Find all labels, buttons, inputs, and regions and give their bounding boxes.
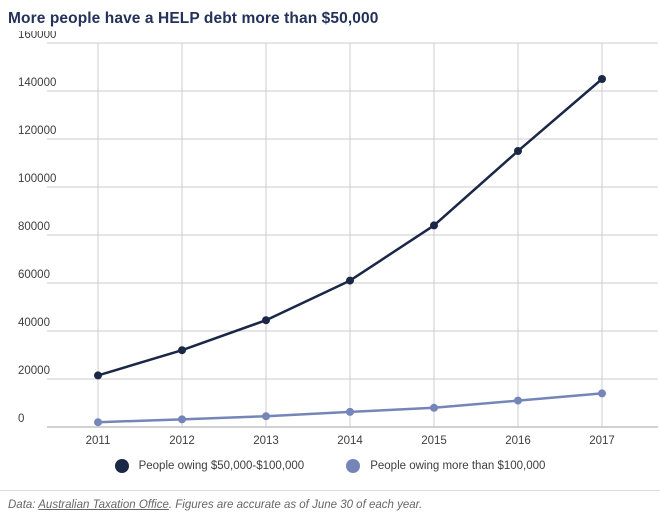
- x-tick-label: 2016: [505, 435, 531, 447]
- x-tick-label: 2014: [337, 435, 363, 447]
- legend-label: People owing more than $100,000: [370, 460, 546, 473]
- y-tick-label: 40000: [18, 317, 50, 329]
- x-tick-label: 2011: [86, 435, 111, 447]
- x-tick-label: 2017: [589, 435, 615, 447]
- legend-item-1: People owing more than $100,000: [346, 459, 546, 474]
- data-point: [346, 276, 354, 285]
- source-suffix: . Figures are accurate as of June 30 of …: [168, 499, 423, 512]
- data-point: [430, 221, 438, 230]
- data-point: [94, 418, 102, 427]
- y-tick-label: 160000: [18, 31, 56, 41]
- legend-dot-icon: [346, 459, 361, 474]
- data-point: [430, 404, 438, 413]
- source-prefix: Data:: [8, 499, 39, 512]
- data-point: [178, 346, 186, 355]
- line-chart: 0 20000 40000 60000 80000 100000 120000 140000 1…: [18, 31, 658, 447]
- data-point: [262, 316, 270, 325]
- source-note: Data: Australian Taxation Office. Figure…: [0, 490, 660, 511]
- legend-dot-icon: [114, 459, 129, 474]
- x-tick-label: 2013: [253, 435, 279, 447]
- y-tick-label: 80000: [18, 221, 50, 233]
- x-tick-label: 2015: [421, 435, 447, 447]
- source-link[interactable]: Australian Taxation Office: [38, 499, 169, 512]
- data-point: [262, 412, 270, 421]
- y-tick-label: 60000: [18, 269, 50, 281]
- y-tick-label: 20000: [18, 365, 50, 377]
- y-tick-label: 100000: [18, 173, 56, 185]
- data-point: [178, 415, 186, 424]
- y-tick-label: 140000: [18, 77, 56, 89]
- data-point: [598, 75, 606, 84]
- data-point: [346, 408, 354, 417]
- x-tick-label: 2012: [169, 435, 195, 447]
- chart-title: More people have a HELP debt more than $…: [8, 10, 379, 27]
- data-point: [514, 147, 522, 156]
- chart-legend: People owing $50,000-$100,000 People owin…: [0, 452, 660, 480]
- legend-item-0: People owing $50,000-$100,000: [114, 459, 305, 474]
- y-tick-label: 0: [18, 413, 24, 425]
- y-tick-label: 120000: [18, 125, 56, 137]
- data-point: [94, 371, 102, 380]
- legend-label: People owing $50,000-$100,000: [138, 460, 305, 473]
- data-point: [598, 389, 606, 398]
- data-point: [514, 396, 522, 405]
